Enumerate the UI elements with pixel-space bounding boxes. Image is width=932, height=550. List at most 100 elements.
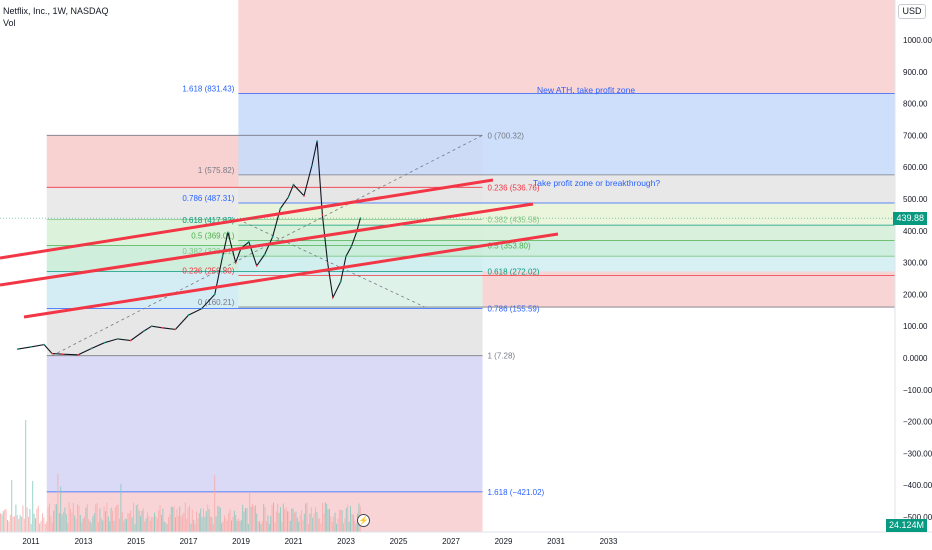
volume-bar: [175, 517, 176, 532]
fib-retracement-label: 1.618 (−421.02): [488, 488, 545, 497]
volume-bar: [106, 502, 108, 532]
symbol-legend[interactable]: Netflix, Inc., 1W, NASDAQ Vol: [3, 5, 109, 29]
price-tick-label: 600.00: [903, 163, 928, 172]
volume-bar: [281, 521, 283, 532]
fib-retracement-label: 0.786 (155.59): [488, 305, 540, 314]
price-point: [116, 338, 119, 340]
volume-bar: [50, 516, 52, 532]
fib-retracement-label: 0.236 (536.76): [488, 183, 540, 192]
volume-bar: [149, 520, 151, 532]
volume-bar: [330, 516, 332, 532]
time-tick-label: 2025: [390, 537, 408, 546]
volume-bar: [173, 506, 175, 532]
currency-button[interactable]: USD: [898, 4, 926, 19]
fib-retracement-label: 0.618 (272.02): [488, 267, 540, 276]
volume-bar: [292, 508, 294, 532]
volume-bar: [144, 521, 146, 532]
volume-bar: [247, 523, 249, 532]
price-point: [310, 164, 313, 167]
volume-bar: [1, 514, 3, 532]
last-price-tag: 439.88: [893, 212, 927, 226]
volume-bar: [86, 504, 88, 532]
fib-extension-zone: [238, 93, 895, 175]
price-tick-label: 400.00: [903, 227, 928, 236]
channel-line-upper[interactable]: [0, 178, 494, 260]
volume-bar: [193, 519, 195, 532]
volume-bar: [105, 511, 106, 532]
fib-retracement-label: 0 (700.32): [488, 131, 525, 140]
volume-bar: [156, 518, 158, 532]
volume-bar: [140, 515, 141, 532]
volume-bar: [203, 508, 204, 532]
volume-bar: [117, 504, 119, 532]
volume-bar: [148, 516, 150, 532]
volume-bar: [84, 516, 85, 532]
volume-bar: [124, 518, 126, 532]
volume-bar: [14, 516, 15, 532]
fib-extension-zone: [238, 240, 895, 257]
volume-bar: [120, 483, 122, 532]
time-tick-label: 2021: [285, 537, 303, 546]
volume-bar: [56, 504, 57, 532]
volume-bar: [165, 522, 167, 532]
volume-bar: [96, 503, 98, 532]
volume-bar: [264, 507, 266, 532]
volume-bar: [141, 510, 143, 532]
volume-bar: [92, 516, 94, 532]
volume-bar: [284, 509, 286, 532]
channel-line-middle[interactable]: [0, 202, 534, 287]
volume-bar: [114, 507, 116, 532]
lightning-icon[interactable]: ⚡: [357, 514, 370, 527]
volume-legend[interactable]: Vol: [3, 18, 16, 28]
volume-bar: [254, 505, 256, 532]
price-tick-label: 700.00: [903, 131, 928, 140]
price-point: [345, 255, 347, 258]
volume-bar: [29, 508, 31, 532]
price-point: [43, 343, 46, 346]
price-point: [221, 255, 224, 258]
volume-bar: [324, 502, 326, 532]
volume-bar: [233, 510, 235, 532]
fib-extension-zone: [238, 256, 895, 276]
volume-bar: [78, 505, 80, 532]
price-scale[interactable]: [895, 0, 932, 550]
volume-bar: [218, 506, 220, 532]
volume-bar: [177, 515, 179, 532]
price-point: [150, 325, 153, 328]
volume-bar: [40, 520, 42, 532]
volume-bar: [317, 518, 319, 532]
volume-bar: [299, 515, 301, 532]
volume-bar: [228, 513, 230, 532]
volume-bar: [37, 505, 39, 532]
symbol-title[interactable]: Netflix, Inc., 1W, NASDAQ: [3, 6, 109, 16]
price-tick-label: 900.00: [903, 68, 928, 77]
volume-bar: [183, 512, 185, 532]
volume-bar: [51, 522, 53, 532]
price-tick-label: 0.0000: [903, 354, 928, 363]
price-point: [30, 345, 32, 348]
volume-bar: [89, 521, 91, 532]
volume-bar: [53, 510, 55, 532]
volume-bar: [319, 518, 321, 532]
volume-bar: [351, 513, 353, 532]
volume-bar: [26, 507, 28, 532]
volume-bar: [231, 520, 232, 532]
volume-bar: [259, 521, 260, 532]
volume-bar: [43, 517, 45, 532]
volume-bar: [261, 521, 263, 532]
volume-bar: [301, 510, 302, 532]
volume-bar: [189, 505, 190, 532]
volume-bar: [172, 507, 174, 532]
price-point: [77, 353, 80, 356]
channel-line-lower[interactable]: [23, 232, 559, 319]
volume-bar: [288, 511, 290, 532]
volume-bar: [81, 522, 83, 532]
extension-trend-line[interactable]: [238, 219, 425, 308]
volume-bar: [127, 513, 129, 532]
volume-bar: [243, 511, 245, 532]
volume-bar: [221, 523, 223, 532]
volume-bar: [187, 508, 189, 532]
volume-bar: [155, 516, 157, 532]
